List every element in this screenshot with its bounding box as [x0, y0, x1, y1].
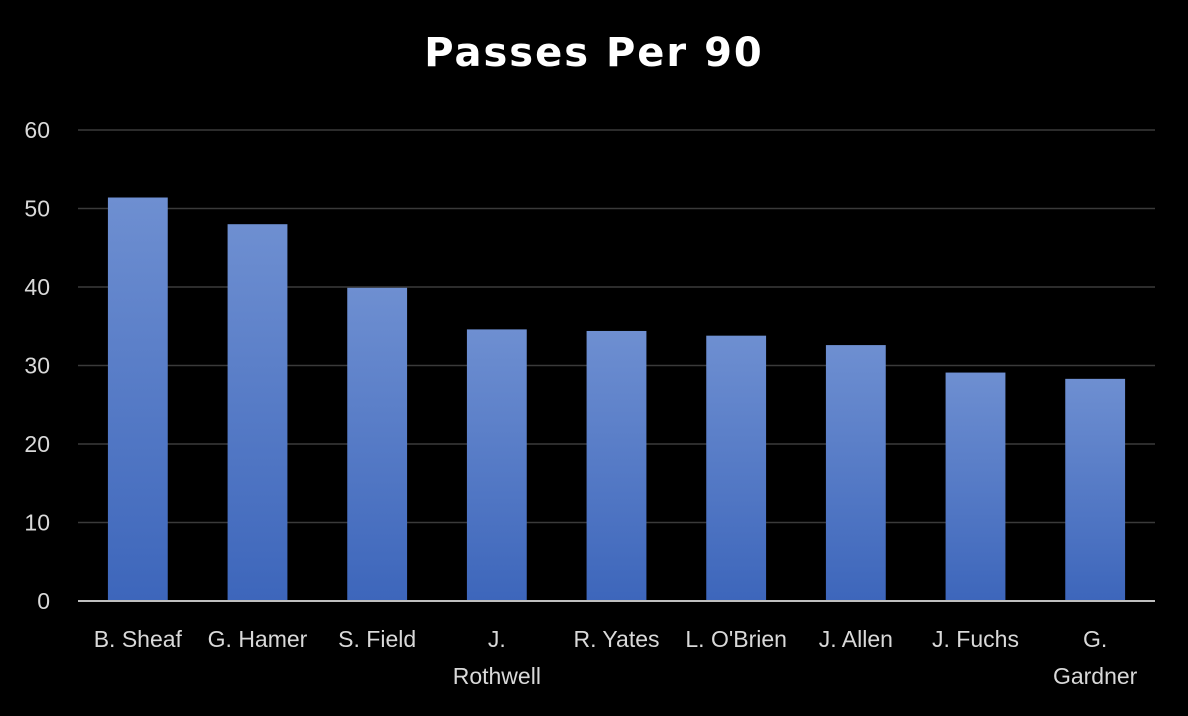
x-tick-label-line: Gardner	[1053, 663, 1138, 689]
y-tick-label: 50	[24, 196, 50, 222]
y-tick-label: 60	[24, 117, 50, 143]
x-tick-label-line: R. Yates	[573, 626, 659, 652]
bar-1	[227, 224, 288, 601]
bars	[107, 197, 1126, 601]
x-tick-label: B. Sheaf	[94, 626, 183, 652]
bar-3	[466, 329, 527, 601]
x-tick-label: J. Fuchs	[932, 626, 1019, 652]
x-tick-label: G. Gardner	[1053, 626, 1138, 689]
y-tick-label: 10	[24, 510, 50, 536]
x-tick-label-line: S. Field	[338, 626, 416, 652]
bar-4	[586, 330, 647, 601]
x-tick-label-line: J.	[488, 626, 506, 652]
x-tick-label: J. Allen	[819, 626, 893, 652]
y-tick-label: 30	[24, 353, 50, 379]
y-tick-label: 40	[24, 274, 50, 300]
chart-title: Passes Per 90	[424, 30, 764, 76]
bar-7	[945, 372, 1006, 601]
x-tick-label-line: G. Hamer	[208, 626, 308, 652]
x-tick-label-line: L. O'Brien	[685, 626, 787, 652]
bar-6	[825, 345, 886, 601]
bar-2	[347, 287, 408, 601]
x-tick-label: R. Yates	[573, 626, 659, 652]
x-tick-label-line: Rothwell	[453, 663, 541, 689]
bar-0	[107, 197, 168, 601]
x-tick-label: J. Rothwell	[453, 626, 541, 689]
x-tick-labels: B. Sheaf G. Hamer S. Field J. Rothwell R. Yat…	[94, 626, 1138, 689]
bar-5	[706, 335, 767, 601]
bar-8	[1065, 378, 1126, 601]
x-tick-label-line: J. Allen	[819, 626, 893, 652]
x-tick-label: L. O'Brien	[685, 626, 787, 652]
y-tick-label: 20	[24, 431, 50, 457]
x-tick-label: G. Hamer	[208, 626, 308, 652]
x-tick-label: S. Field	[338, 626, 416, 652]
x-tick-label-line: J. Fuchs	[932, 626, 1019, 652]
x-tick-label-line: G.	[1083, 626, 1107, 652]
y-tick-labels: 0 10 20 30 40 50 60	[24, 117, 50, 614]
x-tick-label-line: B. Sheaf	[94, 626, 183, 652]
y-tick-label: 0	[37, 588, 50, 614]
